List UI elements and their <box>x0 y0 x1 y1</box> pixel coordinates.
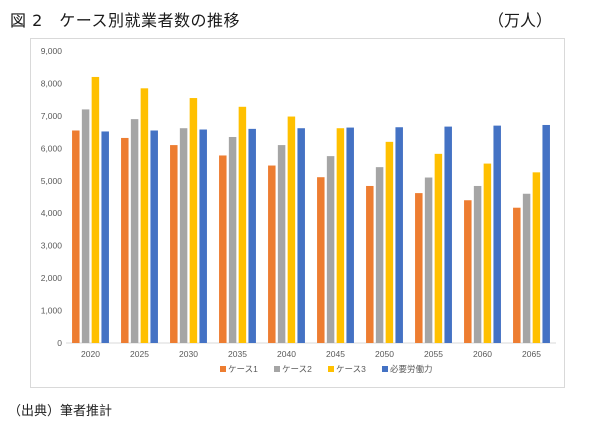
y-tick-label: 8,000 <box>41 78 63 88</box>
bar-1-2020 <box>72 130 80 343</box>
bar-3-2065 <box>532 172 541 343</box>
y-tick-label: 9,000 <box>41 46 63 56</box>
bar-1-2045 <box>317 177 325 343</box>
x-tick-label: 2025 <box>130 349 149 359</box>
bar-4-2045 <box>346 127 354 343</box>
unit-label: （万人） <box>488 11 553 30</box>
bar-2-2055 <box>424 177 433 343</box>
chart-frame: 0 1,000 2,000 3,000 4,000 5,000 6,000 7,000 8,00… <box>30 38 565 388</box>
legend-swatch <box>328 366 334 372</box>
bar-1-2040 <box>268 165 276 343</box>
bar-1-2060 <box>464 200 472 343</box>
y-tick-label: 7,000 <box>41 111 63 121</box>
y-tick-label: 4,000 <box>41 208 63 218</box>
bar-1-2055 <box>415 193 423 343</box>
x-tick-label: 2045 <box>326 349 345 359</box>
legend-label: 必要労働力 <box>390 364 433 374</box>
source-note: （出典）筆者推計 <box>8 404 113 419</box>
bar-3-2030 <box>189 98 198 343</box>
bar-chart: 0 1,000 2,000 3,000 4,000 5,000 6,000 7,000 8,00… <box>41 46 556 374</box>
legend-swatch <box>274 366 280 372</box>
bar-4-2035 <box>248 128 256 343</box>
bar-3-2040 <box>287 116 296 343</box>
figure-title: 図 2 ケース別就業者数の推移 <box>10 11 240 30</box>
bar-1-2050 <box>366 185 374 343</box>
x-tick-label: 2055 <box>424 349 443 359</box>
y-tick-label: 3,000 <box>41 241 63 251</box>
bar-1-2035 <box>219 155 227 343</box>
bar-4-2055 <box>444 126 452 343</box>
bar-4-2060 <box>493 125 501 344</box>
y-tick-label: 6,000 <box>41 143 63 153</box>
bar-4-2025 <box>150 130 158 343</box>
bar-3-2025 <box>140 88 149 343</box>
y-tick-label: 2,000 <box>41 273 63 283</box>
x-tick-label: 2040 <box>277 349 296 359</box>
bar-1-2030 <box>170 145 178 343</box>
y-tick-label: 5,000 <box>41 176 63 186</box>
bar-3-2055 <box>434 153 443 343</box>
bar-2-2045 <box>326 156 335 343</box>
legend-label: ケース1 <box>228 364 258 374</box>
legend-swatch <box>382 366 388 372</box>
x-tick-label: 2030 <box>179 349 198 359</box>
bar-3-2020 <box>91 76 100 344</box>
bar-4-2030 <box>199 129 207 343</box>
legend-swatch <box>220 366 226 372</box>
bar-2-2050 <box>375 167 384 343</box>
y-tick-label: 0 <box>57 338 62 348</box>
bar-2-2025 <box>130 119 139 343</box>
x-tick-label: 2020 <box>81 349 100 359</box>
bar-2-2040 <box>277 145 286 343</box>
bar-4-2040 <box>297 128 305 343</box>
y-tick-label: 1,000 <box>41 306 63 316</box>
bar-4-2020 <box>101 131 109 343</box>
legend-label: ケース3 <box>336 364 366 374</box>
legend-label: ケース2 <box>282 364 312 374</box>
bar-2-2030 <box>179 128 188 343</box>
bar-2-2060 <box>473 185 482 343</box>
bar-3-2035 <box>238 106 247 343</box>
x-tick-label: 2050 <box>375 349 394 359</box>
bar-2-2035 <box>228 136 237 343</box>
bar-2-2065 <box>522 193 531 343</box>
bar-3-2045 <box>336 128 345 343</box>
x-tick-label: 2065 <box>522 349 541 359</box>
bar-1-2065 <box>513 207 521 343</box>
bar-4-2050 <box>395 127 403 344</box>
bar-3-2050 <box>385 141 394 343</box>
x-tick-label: 2035 <box>228 349 247 359</box>
bar-4-2065 <box>542 124 550 343</box>
bar-3-2060 <box>483 163 492 343</box>
bar-1-2025 <box>121 137 129 343</box>
x-tick-label: 2060 <box>473 349 492 359</box>
bar-2-2020 <box>81 109 90 344</box>
